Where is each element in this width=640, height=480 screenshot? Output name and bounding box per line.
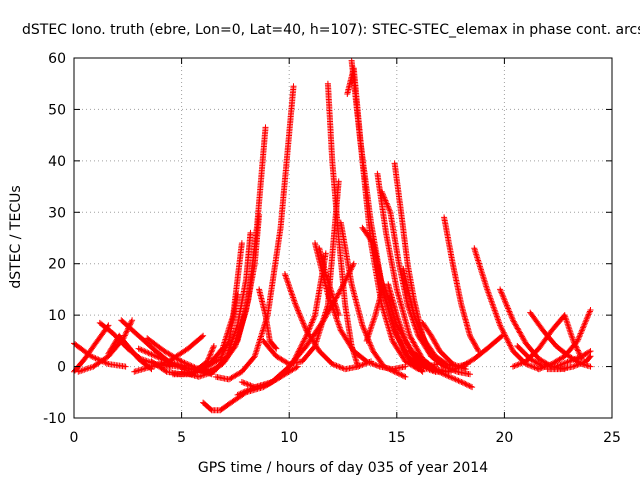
arc-series-44 xyxy=(535,307,594,373)
y-tick-label: 30 xyxy=(48,205,66,221)
x-tick-label: 0 xyxy=(70,430,79,446)
arc-series-17 xyxy=(213,83,297,383)
x-tick-label: 25 xyxy=(603,430,621,446)
y-tick-label: 0 xyxy=(57,360,66,376)
y-tick-label: 60 xyxy=(48,51,66,67)
x-tick-label: 15 xyxy=(388,430,406,446)
y-axis-title: dSTEC / TECUs xyxy=(8,185,24,288)
axis-ticks xyxy=(73,57,613,419)
x-axis-title: GPS time / hours of day 035 of year 2014 xyxy=(198,460,488,476)
arc-series-45 xyxy=(544,353,594,373)
y-tick-label: 50 xyxy=(48,102,66,118)
arc-series-5 xyxy=(105,332,155,373)
y-tick-label: -10 xyxy=(43,411,66,427)
y-tick-labels: -10 0 10 20 30 40 50 60 xyxy=(43,51,66,427)
arc-series-37 xyxy=(419,319,469,373)
x-tick-label: 10 xyxy=(280,430,298,446)
arc-series-20 xyxy=(256,286,280,352)
arc-series-38 xyxy=(441,214,482,355)
y-tick-label: 10 xyxy=(48,308,66,324)
data-marks xyxy=(71,57,594,414)
plot-frame xyxy=(73,57,613,419)
x-tick-labels: 0 5 10 15 20 25 xyxy=(70,430,621,446)
chart-title: dSTEC Iono. truth (ebre, Lon=0, Lat=40, … xyxy=(22,22,640,38)
arc-series-16 xyxy=(208,124,269,375)
x-tick-label: 20 xyxy=(495,430,513,446)
arc-series-41 xyxy=(510,312,585,370)
arc-series-24 xyxy=(316,245,342,319)
y-tick-label: 20 xyxy=(48,257,66,273)
y-tick-label: 40 xyxy=(48,154,66,170)
arc-series-25 xyxy=(324,80,362,370)
x-tick-label: 5 xyxy=(177,430,186,446)
